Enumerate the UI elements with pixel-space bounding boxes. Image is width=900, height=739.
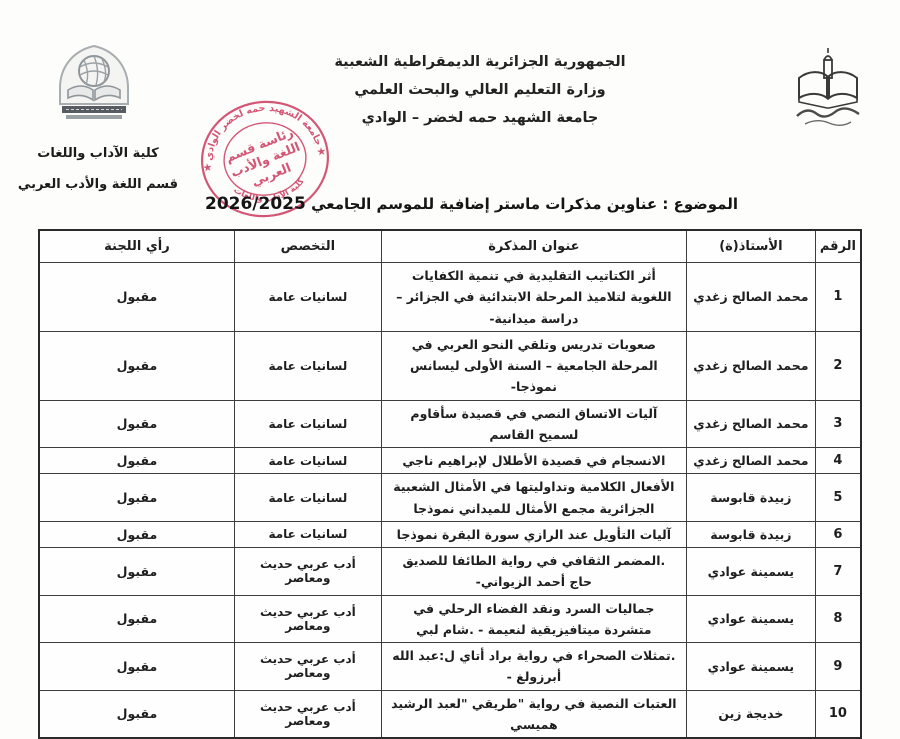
- specialty-cell: أدب عربي حديث ومعاصر: [233, 689, 382, 739]
- specialty-cell: لسانيات عامة: [233, 446, 382, 475]
- specialty-cell: لسانيات عامة: [233, 262, 382, 332]
- specialty-cell: لسانيات عامة: [233, 473, 382, 522]
- opinion-cell: مقبول: [38, 520, 235, 549]
- subject-line: الموضوع : عناوين مذكرات ماستر إضافية للم…: [182, 194, 738, 214]
- academic-year: 2026/2025: [205, 194, 306, 214]
- opinion-cell: مقبول: [38, 446, 235, 475]
- professor-cell: يسمينة عوادي: [685, 594, 816, 643]
- thesis-title-cell: آليات الاتساق النصي في قصيدة سأقاوم لسمي…: [380, 399, 687, 448]
- row-number: 10: [814, 689, 862, 739]
- header-thesis-title: عنوان المذكرة: [380, 229, 687, 263]
- thesis-title-cell: الأفعال الكلامية وتداوليتها في الأمثال ا…: [380, 473, 687, 522]
- round-stamp-icon: جامعة الشهيد حمه لخضر الوادي كلية الآداب…: [197, 95, 329, 218]
- document-header: الجمهورية الجزائرية الديمقراطية الشعبية …: [240, 48, 720, 132]
- table-body: 1 محمد الصالح زغدي أثر الكتاتيب التقليدي…: [38, 262, 862, 739]
- specialty-cell: أدب عربي حديث ومعاصر: [233, 547, 382, 596]
- thesis-title-cell: .المضمر الثقافي في رواية الطائفا للصديق …: [380, 547, 687, 596]
- book-minaret-logo-icon: [796, 48, 860, 126]
- scanned-document-page: { "header": { "center_lines": [ "الجمهور…: [6, 44, 865, 739]
- thesis-title-cell: جماليات السرد ونقد الفضاء الرحلي في متشر…: [380, 594, 687, 643]
- table-row: 4 محمد الصالح زغدي الانسجام في قصيدة الأ…: [38, 446, 862, 475]
- opinion-cell: مقبول: [38, 262, 235, 332]
- professor-cell: محمد الصالح زغدي: [685, 330, 816, 401]
- thesis-title-cell: آليات التأويل عند الرازي سورة البقرة نمو…: [380, 520, 687, 549]
- ministry-line: وزارة التعليم العالي والبحث العلمي: [354, 82, 606, 98]
- row-number: 1: [814, 262, 862, 332]
- table-row: 6 زبيدة قابوسة آليات التأويل عند الرازي …: [38, 520, 862, 549]
- opinion-cell: مقبول: [38, 689, 235, 739]
- header-committee-opinion: رأي اللجنة: [38, 229, 235, 263]
- row-number: 5: [814, 473, 862, 522]
- professor-cell: خديجة زين: [685, 689, 816, 739]
- department-name: قسم اللغة والأدب العربي: [17, 177, 179, 192]
- university-line: جامعة الشهيد حمه لخضر – الوادي: [361, 110, 599, 126]
- professor-cell: محمد الصالح زغدي: [685, 399, 816, 448]
- professor-cell: زبيدة قابوسة: [685, 520, 816, 549]
- opinion-cell: مقبول: [38, 547, 235, 596]
- opinion-cell: مقبول: [38, 330, 235, 401]
- row-number: 2: [814, 330, 862, 401]
- stamp-star-right: ★: [316, 144, 328, 158]
- republic-line: الجمهورية الجزائرية الديمقراطية الشعبية: [334, 54, 626, 70]
- subject-text: الموضوع : عناوين مذكرات ماستر إضافية للم…: [311, 195, 738, 213]
- specialty-cell: لسانيات عامة: [233, 330, 382, 401]
- table-row: 5 زبيدة قابوسة الأفعال الكلامية وتداوليت…: [38, 473, 862, 522]
- university-emblem: [791, 46, 865, 144]
- thesis-title-cell: الانسجام في قصيدة الأطلال لإبراهيم ناجي: [380, 446, 687, 475]
- table-row: 1 محمد الصالح زغدي أثر الكتاتيب التقليدي…: [38, 262, 862, 332]
- professor-cell: يسمينة عوادي: [685, 642, 816, 691]
- header-professor: الأستاذ(ة): [685, 229, 816, 263]
- professor-cell: محمد الصالح زغدي: [685, 262, 816, 332]
- thesis-title-cell: أثر الكتاتيب التقليدية في تنمية الكفايات…: [380, 262, 687, 332]
- specialty-cell: لسانيات عامة: [233, 520, 382, 549]
- thesis-title-cell: صعوبات تدريس وتلقي النحو العربي في المرح…: [380, 330, 687, 401]
- row-number: 8: [814, 594, 862, 643]
- row-number: 3: [814, 399, 862, 448]
- specialty-cell: أدب عربي حديث ومعاصر: [233, 594, 382, 643]
- table-header-row: الرقم الأستاذ(ة) عنوان المذكرة التخصص رأ…: [38, 229, 862, 263]
- professor-cell: زبيدة قابوسة: [685, 473, 816, 522]
- faculty-logo: [50, 44, 138, 134]
- row-number: 4: [814, 446, 862, 475]
- thesis-table: الرقم الأستاذ(ة) عنوان المذكرة التخصص رأ…: [38, 229, 862, 739]
- opinion-cell: مقبول: [38, 642, 235, 691]
- table-row: 8 يسمينة عوادي جماليات السرد ونقد الفضاء…: [38, 594, 862, 643]
- specialty-cell: لسانيات عامة: [233, 399, 382, 448]
- faculty-department-block: كلية الآداب واللغات قسم اللغة والأدب الع…: [6, 138, 190, 200]
- globe-book-logo-icon: [59, 44, 129, 119]
- opinion-cell: مقبول: [38, 399, 235, 448]
- stamp-star-left: ★: [202, 160, 214, 174]
- row-number: 7: [814, 547, 862, 596]
- header-specialty: التخصص: [233, 229, 382, 263]
- opinion-cell: مقبول: [38, 594, 235, 643]
- row-number: 9: [814, 642, 862, 691]
- table-row: 3 محمد الصالح زغدي آليات الاتساق النصي ف…: [38, 399, 862, 448]
- table-row: 9 يسمينة عوادي .تمثلات الصحراء في رواية …: [38, 642, 862, 691]
- specialty-cell: أدب عربي حديث ومعاصر: [233, 642, 382, 691]
- table-row: 7 يسمينة عوادي .المضمر الثقافي في رواية …: [38, 547, 862, 596]
- opinion-cell: مقبول: [38, 473, 235, 522]
- professor-cell: يسمينة عوادي: [685, 547, 816, 596]
- thesis-title-cell: العتبات النصية في رواية "طريقي "لعبد الر…: [380, 689, 687, 739]
- professor-cell: محمد الصالح زغدي: [685, 446, 816, 475]
- faculty-name: كلية الآداب واللغات: [37, 146, 159, 161]
- table-row: 2 محمد الصالح زغدي صعوبات تدريس وتلقي ال…: [38, 330, 862, 401]
- department-stamp: جامعة الشهيد حمه لخضر الوادي كلية الآداب…: [190, 89, 340, 228]
- table-row: 10 خديجة زين العتبات النصية في رواية "طر…: [38, 689, 862, 739]
- thesis-title-cell: .تمثلات الصحراء في رواية براد أتاي ل:عبد…: [380, 642, 687, 691]
- row-number: 6: [814, 520, 862, 549]
- header-number: الرقم: [814, 229, 862, 263]
